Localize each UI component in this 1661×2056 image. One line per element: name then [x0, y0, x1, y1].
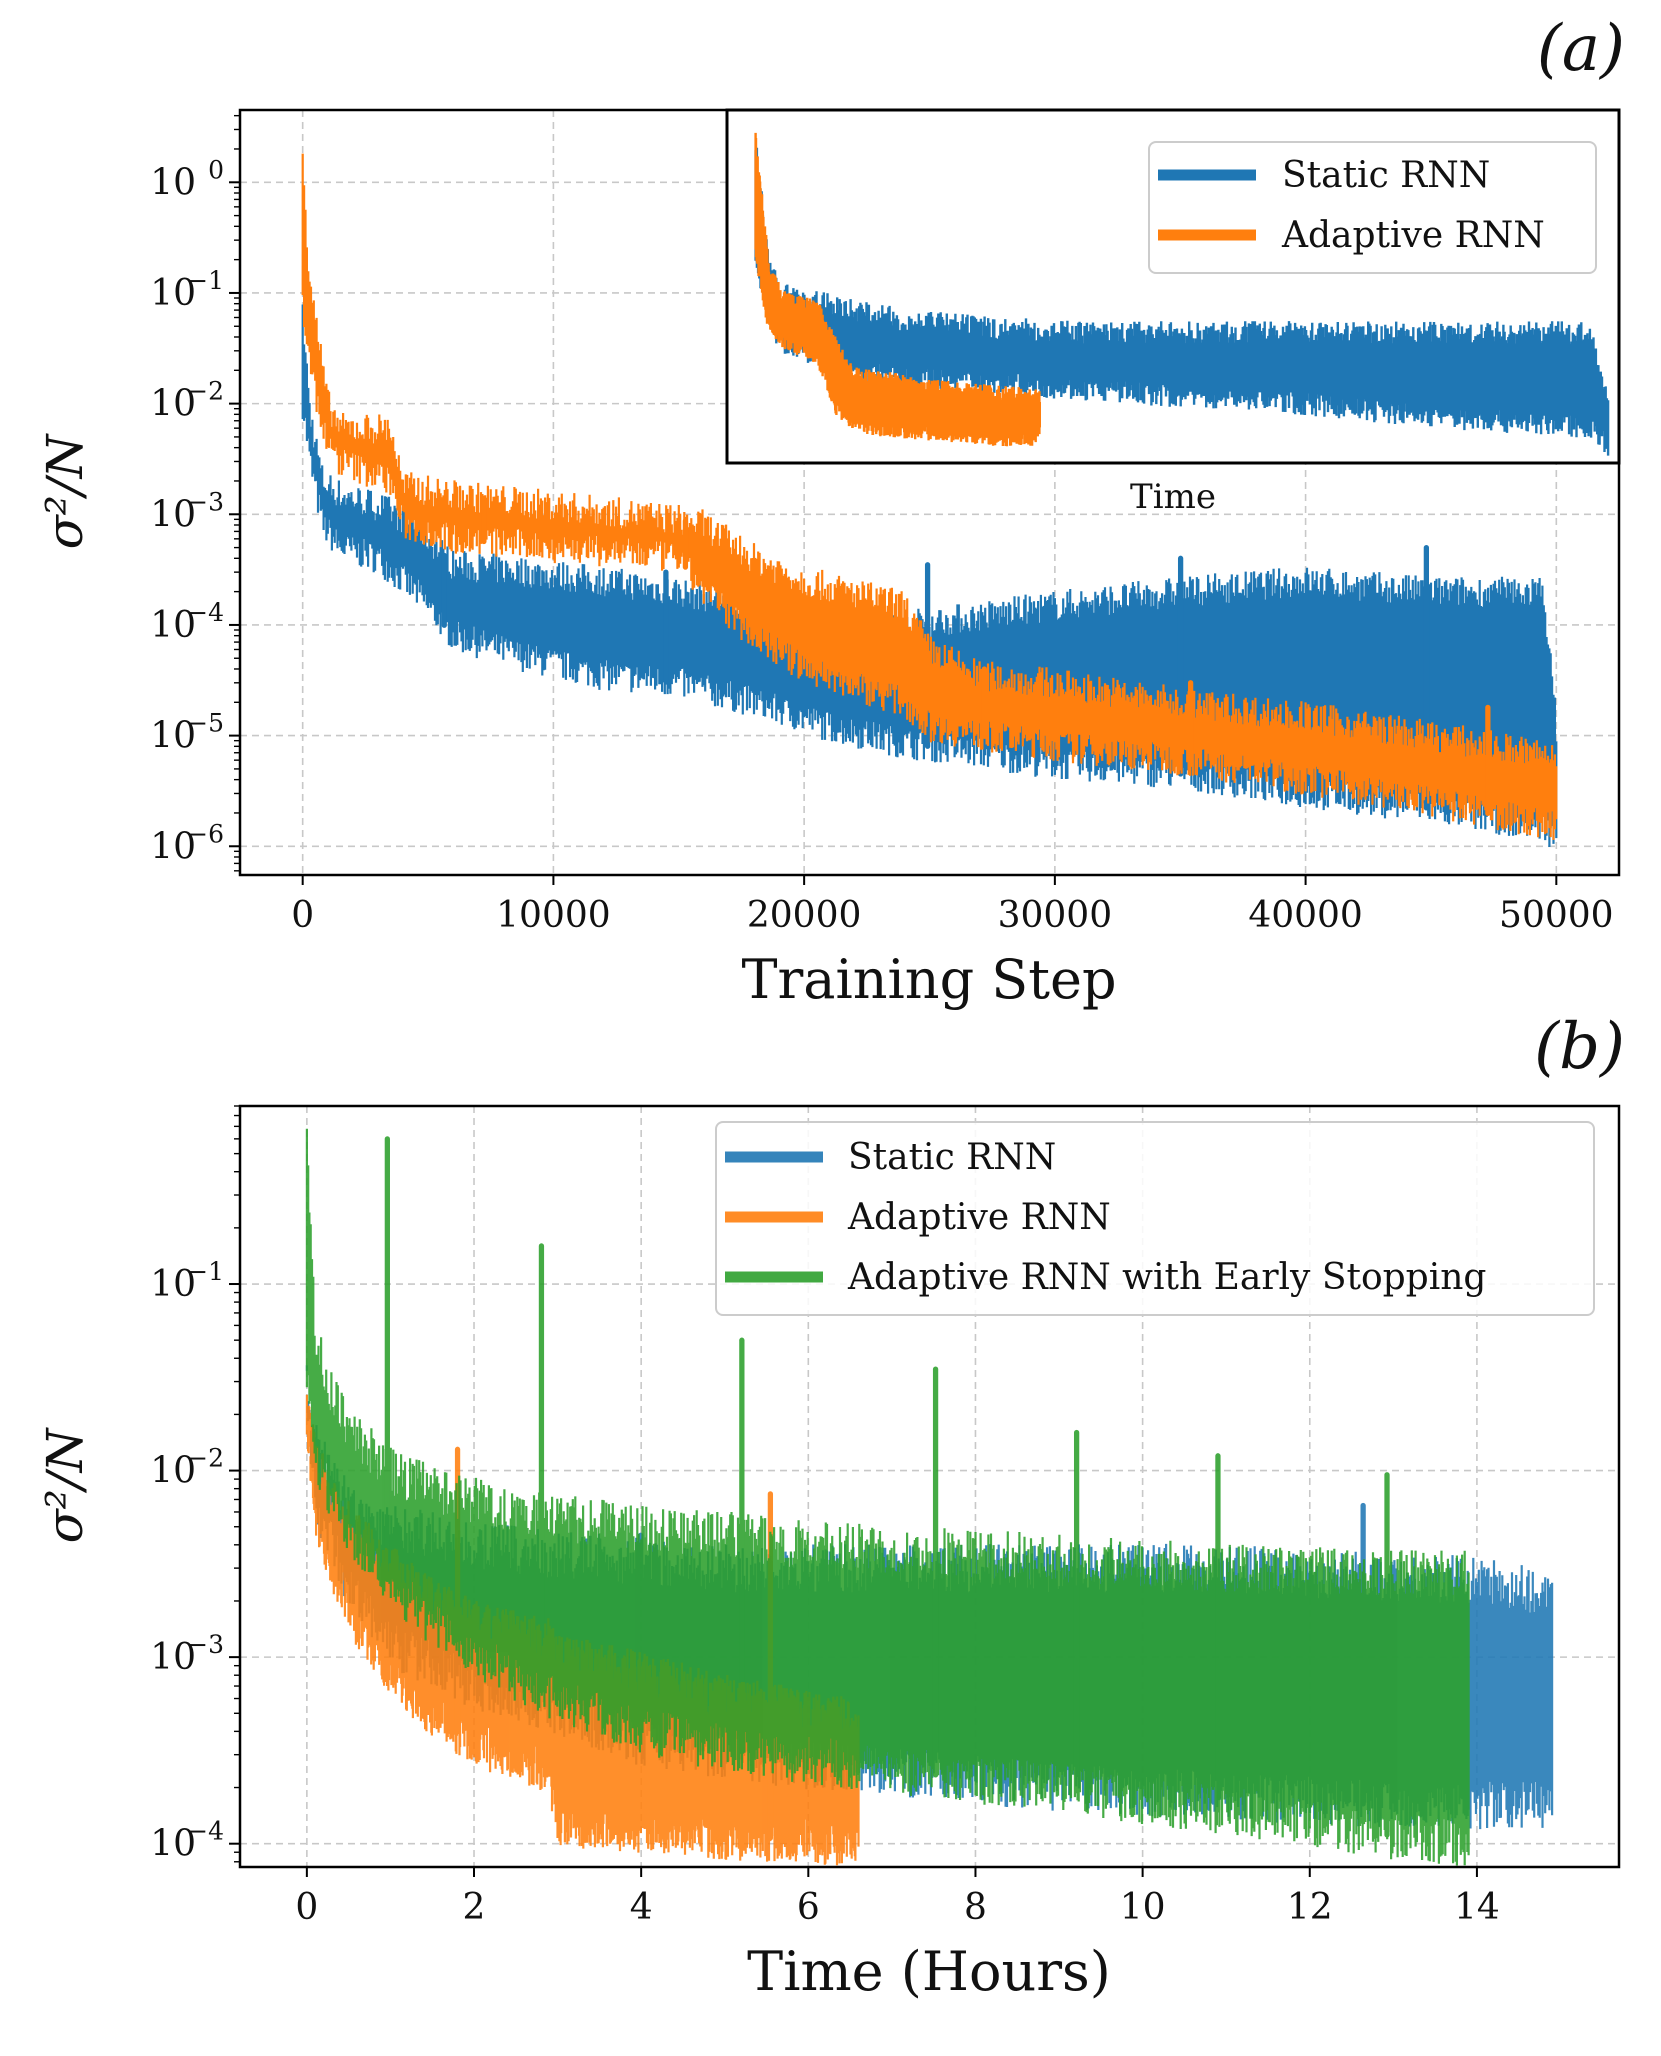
x-tick-label-b: 12 — [1287, 1887, 1333, 1928]
series-adaptive-rnn-with-early-stopping — [305, 1128, 1470, 1866]
x-tick-label-a: 50000 — [1499, 895, 1614, 936]
y-tick-label-b: 10 — [150, 1637, 196, 1678]
y-axis-label-a: σ²/N — [36, 432, 94, 549]
x-tick-label-a: 20000 — [747, 895, 862, 936]
legend-b: Static RNN Adaptive RNN Adaptive RNN wit… — [715, 1121, 1595, 1316]
x-tick-label-b: 4 — [630, 1887, 653, 1928]
x-tick-label-a: 0 — [291, 895, 314, 936]
series-a — [301, 153, 1558, 847]
panel-a-label: (a) — [1537, 12, 1625, 86]
x-tick-label-b: 6 — [797, 1887, 820, 1928]
y-tick-exponent-a: −5 — [187, 709, 224, 738]
y-axis-label-b: σ²/N — [36, 1426, 94, 1543]
x-tick-label-b: 14 — [1454, 1887, 1500, 1928]
series-band — [754, 132, 1041, 447]
y-tick-label-a: 10 — [150, 162, 196, 203]
y-tick-exponent-a: −3 — [187, 487, 224, 516]
legend-a: Static RNN Adaptive RNN — [1148, 141, 1597, 274]
y-tick-exponent-a: −4 — [187, 598, 224, 627]
y-tick-label-b: 10 — [150, 1451, 196, 1492]
y-tick-exponent-a: −2 — [187, 377, 224, 406]
x-tick-label-b: 0 — [295, 1887, 318, 1928]
series-adaptive-rnn — [301, 153, 1558, 840]
y-tick-label-a: 10 — [150, 494, 196, 535]
panel-b-label: (b) — [1534, 1010, 1625, 1084]
x-tick-label-a: 40000 — [1248, 895, 1363, 936]
y-tick-exponent-b: −4 — [187, 1817, 224, 1846]
y-tick-label-b: 10 — [150, 1264, 196, 1305]
panel-b-chart: 10−110−210−310−4 0 2 4 6 8 10 12 14 Time (Hours… — [36, 1104, 1621, 2003]
inset-x-axis-label: Time — [1130, 477, 1216, 517]
legend-a-adaptive-label: Adaptive RNN — [1281, 215, 1545, 256]
x-axis-label-b: Time (Hours) — [747, 1940, 1111, 2003]
y-tick-exponent-a: 0 — [208, 155, 224, 184]
legend-b-early-label: Adaptive RNN with Early Stopping — [847, 1257, 1486, 1298]
y-tick-label-a: 10 — [150, 716, 196, 757]
inset-series — [754, 132, 1610, 456]
y-tick-exponent-b: −1 — [187, 1257, 224, 1286]
x-tick-label-b: 2 — [463, 1887, 486, 1928]
series-band — [305, 1128, 1470, 1866]
x-ticks-b: 0 2 4 6 8 10 12 14 — [295, 1867, 1500, 1928]
legend-b-adaptive-label: Adaptive RNN — [847, 1197, 1111, 1238]
y-tick-label-a: 10 — [150, 384, 196, 425]
y-tick-label-a: 10 — [150, 826, 196, 867]
x-tick-label-a: 30000 — [998, 895, 1113, 936]
y-tick-label-a: 10 — [150, 273, 196, 314]
y-tick-exponent-a: −6 — [187, 819, 224, 848]
x-tick-label-a: 10000 — [496, 895, 611, 936]
x-tick-label-b: 10 — [1120, 1887, 1166, 1928]
y-tick-label-b: 10 — [150, 1824, 196, 1865]
plot-frame-b — [238, 1104, 1621, 1869]
series-band — [301, 153, 1558, 840]
y-tick-label-a: 10 — [150, 605, 196, 646]
legend-b-static-label: Static RNN — [848, 1137, 1056, 1178]
y-tick-exponent-b: −2 — [187, 1444, 224, 1473]
y-ticks-b: 10−110−210−310−4 — [150, 1105, 240, 1865]
legend-a-static-label: Static RNN — [1282, 155, 1490, 196]
inset-frame — [725, 108, 1621, 465]
series-b — [305, 1128, 1554, 1866]
x-axis-label-a: Training Step — [741, 948, 1116, 1011]
x-tick-label-b: 8 — [964, 1887, 987, 1928]
series-adaptive-rnn — [754, 132, 1041, 447]
y-tick-exponent-a: −1 — [187, 266, 224, 295]
x-ticks-a: 0 10000 20000 30000 40000 50000 — [291, 875, 1614, 936]
y-ticks-a: 10 010−110−210−310−410−510−6 — [150, 114, 240, 872]
panel-a-chart: 10 010−110−210−310−410−510−6 0 10000 20000 3… — [36, 108, 1621, 1011]
y-tick-exponent-b: −3 — [187, 1630, 224, 1659]
